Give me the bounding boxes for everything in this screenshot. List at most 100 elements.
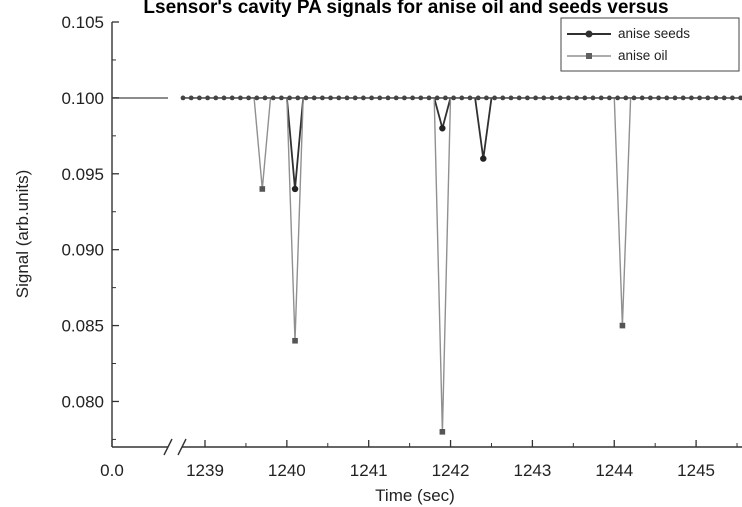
baseline-marker	[197, 95, 202, 101]
x-tick-label: 0.0	[100, 461, 124, 480]
baseline-dots	[180, 95, 742, 101]
baseline-marker	[680, 95, 686, 101]
x-tick-label: 1243	[513, 461, 551, 480]
baseline-marker	[369, 95, 374, 101]
series-layer	[253, 97, 632, 435]
baseline-marker	[303, 95, 309, 101]
baseline-marker	[311, 95, 317, 101]
axis-break-mark	[177, 438, 187, 456]
baseline-marker	[672, 95, 678, 101]
chart-title: Lsensor's cavity PA signals for anise oi…	[143, 0, 668, 18]
baseline-marker	[246, 95, 252, 101]
series-point-anise-oil	[439, 429, 446, 435]
baseline-marker	[410, 95, 415, 101]
x-tick-label: 1240	[268, 461, 306, 480]
baseline-marker	[648, 95, 653, 101]
baseline-marker	[336, 95, 342, 101]
baseline-marker	[730, 95, 735, 101]
baseline-marker	[361, 95, 366, 101]
baseline-marker	[205, 95, 211, 101]
y-tick-label: 0.085	[61, 317, 104, 336]
y-tick-label: 0.100	[61, 89, 104, 108]
series-point-anise-oil	[259, 186, 266, 192]
legend-marker-anise-oil	[586, 53, 592, 59]
series-line-anise-oil	[253, 97, 272, 190]
series-point-anise-seeds	[291, 185, 299, 193]
y-tick-label: 0.080	[61, 392, 104, 411]
baseline-marker	[352, 95, 358, 101]
y-axis-label: Signal (arb.units)	[13, 170, 32, 299]
baseline-marker	[393, 95, 399, 101]
x-ticks: 0.012391240124112421243124412451246	[100, 440, 738, 480]
baseline-marker	[402, 95, 407, 101]
legend-label-anise-oil: anise oil	[618, 48, 668, 63]
baseline-marker	[639, 95, 645, 101]
baseline-marker	[721, 95, 727, 101]
series-line-anise-seeds	[474, 97, 493, 159]
baseline-marker	[188, 95, 194, 101]
legend-box	[560, 17, 740, 72]
baseline-marker	[615, 95, 620, 101]
baseline-marker	[443, 95, 448, 101]
baseline-marker	[320, 95, 325, 101]
baseline-marker	[295, 95, 301, 101]
x-tick-label: 1244	[595, 461, 633, 480]
baseline-marker	[738, 95, 742, 101]
baseline-marker	[705, 95, 711, 101]
series-point-anise-seeds	[439, 125, 446, 132]
baseline-marker	[344, 95, 350, 101]
x-tick-label: 1242	[432, 461, 470, 480]
baseline-marker	[697, 95, 702, 101]
baseline-marker	[287, 95, 292, 101]
baseline-marker	[598, 95, 604, 101]
y-tick-label: 0.105	[61, 13, 104, 32]
legend-label-anise-seeds: anise seeds	[618, 26, 690, 41]
series-line-anise-oil	[433, 97, 452, 432]
baseline-marker	[229, 95, 235, 101]
baseline-marker	[689, 95, 694, 101]
x-axis-label: Time (sec)	[375, 486, 455, 505]
baseline-marker	[574, 95, 579, 101]
baseline-marker	[418, 95, 424, 101]
baseline-marker	[500, 95, 506, 101]
baseline-marker	[426, 95, 432, 101]
baseline-marker	[254, 95, 260, 101]
baseline-marker	[582, 95, 588, 101]
x-tick-label: 1239	[186, 461, 224, 480]
baseline-marker	[238, 95, 243, 101]
baseline-marker	[459, 95, 465, 101]
baseline-marker	[508, 95, 514, 101]
baseline-marker	[533, 95, 538, 101]
baseline-marker	[631, 95, 637, 101]
baseline-marker	[328, 95, 333, 101]
axes	[111, 22, 742, 456]
baseline-marker	[377, 95, 383, 101]
series-point-anise-oil	[292, 337, 298, 344]
baseline-marker	[475, 95, 481, 101]
baseline-marker	[270, 95, 276, 101]
baseline-marker	[656, 95, 661, 101]
baseline-marker	[566, 95, 571, 101]
series-point-anise-oil	[619, 322, 626, 329]
baseline-marker	[262, 95, 268, 101]
legend: anise seeds anise oil	[560, 17, 740, 72]
baseline-marker	[607, 95, 612, 101]
baseline-marker	[590, 95, 596, 101]
baseline-marker	[180, 95, 186, 101]
y-tick-label: 0.095	[61, 165, 104, 184]
baseline-marker	[541, 95, 547, 101]
x-tick-label: 1245	[677, 461, 715, 480]
series-line-anise-seeds	[433, 97, 452, 132]
baseline-marker	[557, 95, 563, 101]
baseline-marker	[451, 95, 456, 101]
y-ticks: 0.080 0.085 0.090 0.095 0.100 0.105	[61, 13, 119, 440]
legend-marker-anise-seeds	[585, 30, 593, 38]
baseline-marker	[664, 95, 670, 101]
series-point-anise-seeds	[480, 155, 487, 162]
baseline-marker	[516, 95, 522, 101]
baseline-marker	[623, 95, 629, 101]
baseline-marker	[484, 95, 489, 101]
baseline-marker	[385, 95, 391, 101]
baseline-marker	[213, 95, 219, 101]
